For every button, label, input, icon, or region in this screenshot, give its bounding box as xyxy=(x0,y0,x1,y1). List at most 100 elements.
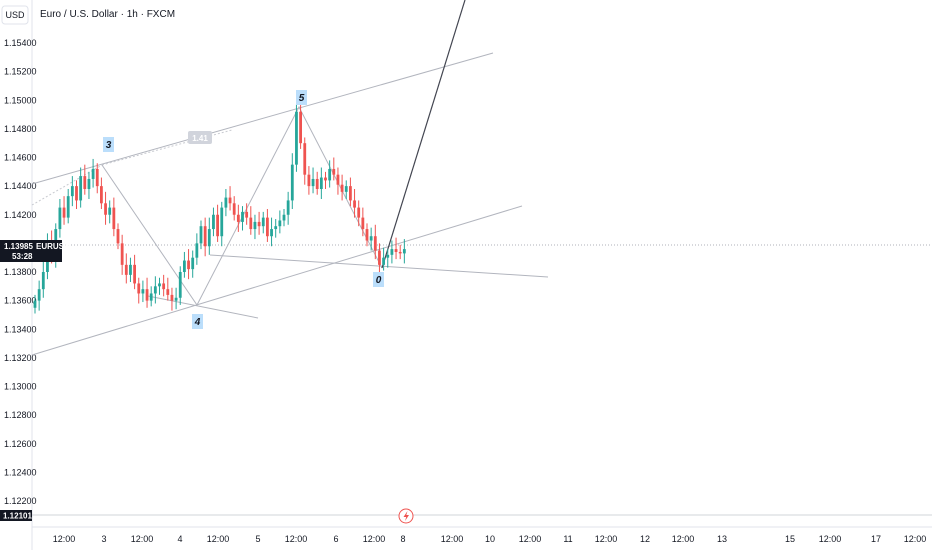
candle xyxy=(299,101,302,149)
candle xyxy=(311,167,315,194)
candle xyxy=(282,209,286,227)
candle xyxy=(178,266,182,305)
wave-labels: 3 4 5 0 xyxy=(103,90,384,329)
candle xyxy=(307,166,311,195)
fib-dotted-line xyxy=(31,164,103,206)
candle xyxy=(278,210,282,234)
wave-label-0: 0 xyxy=(376,275,382,286)
candle xyxy=(158,277,161,295)
wave-label-5-bg xyxy=(296,90,307,105)
x-tick-label: 15 xyxy=(785,534,795,544)
x-tick-label: 12:00 xyxy=(441,534,464,544)
x-tick-label: 12:00 xyxy=(595,534,618,544)
candle xyxy=(137,277,141,304)
candle xyxy=(257,211,261,235)
x-tick-label: 8 xyxy=(400,534,405,544)
candle xyxy=(373,224,377,260)
candle xyxy=(112,197,116,237)
candle xyxy=(33,294,37,314)
y-tick-label: 1.15000 xyxy=(4,95,37,105)
y-tick-label: 1.15200 xyxy=(4,67,37,77)
candle xyxy=(249,206,253,235)
candle xyxy=(295,104,298,172)
x-tick-label: 5 xyxy=(255,534,260,544)
wave-label-4: 4 xyxy=(194,317,201,328)
candle xyxy=(344,180,348,200)
candle xyxy=(253,214,257,240)
candle xyxy=(361,207,365,237)
fib-dotted-line-2 xyxy=(101,129,233,166)
candle xyxy=(228,186,232,211)
candle xyxy=(398,244,402,260)
candle xyxy=(315,171,319,195)
drawings xyxy=(31,0,549,356)
candle xyxy=(199,220,203,250)
candle xyxy=(108,200,112,224)
x-tick-label: 3 xyxy=(101,534,106,544)
candle xyxy=(95,163,99,194)
x-tick-label: 6 xyxy=(333,534,338,544)
price-tag-countdown: 53:28 xyxy=(12,252,33,261)
candle xyxy=(394,237,398,260)
wave-label-0-bg xyxy=(373,272,384,287)
bottom-price-tag-label: 1.12101 xyxy=(3,512,32,521)
y-tick-label: 1.13600 xyxy=(4,296,37,306)
candle xyxy=(353,188,356,218)
candle xyxy=(100,177,103,210)
chart-frame xyxy=(31,0,932,550)
candle xyxy=(83,164,87,195)
x-tick-label: 12:00 xyxy=(131,534,154,544)
x-tick-label: 10 xyxy=(485,534,495,544)
candle xyxy=(170,287,174,311)
y-tick-label: 1.13400 xyxy=(4,324,37,334)
candle xyxy=(357,200,361,227)
lightning-icon[interactable] xyxy=(398,508,414,524)
x-axis: 12:00 3 12:00 4 12:00 5 12:00 6 12:00 8 12:00 10 12:… xyxy=(53,534,927,544)
candle xyxy=(274,219,278,238)
channel-lower-line xyxy=(31,205,523,356)
x-tick-label: 11 xyxy=(563,534,572,544)
x-tick-label: 12:00 xyxy=(53,534,76,544)
bottom-price-tag: 1.12101 xyxy=(0,510,32,521)
candle xyxy=(129,257,132,283)
candle xyxy=(58,199,62,238)
fib-label: 1.41 xyxy=(192,134,208,143)
candle xyxy=(212,207,215,237)
candle xyxy=(332,157,336,181)
candle xyxy=(203,217,207,257)
candle xyxy=(378,243,381,272)
candle xyxy=(386,249,390,268)
candle xyxy=(324,171,327,189)
candle xyxy=(104,191,107,225)
x-tick-label: 12:00 xyxy=(207,534,230,544)
y-tick-label: 1.12800 xyxy=(4,410,37,420)
candle xyxy=(290,153,294,210)
y-axis: 1.15400 1.15200 1.15000 1.14800 1.14600 1.144… xyxy=(4,38,37,506)
y-tick-label: 1.13000 xyxy=(4,382,37,392)
currency-label: USD xyxy=(5,10,25,20)
candle xyxy=(162,274,166,297)
candle xyxy=(174,287,178,310)
candle xyxy=(75,180,78,210)
candle xyxy=(145,277,149,308)
candle xyxy=(187,249,190,280)
candle xyxy=(195,233,199,265)
wave-label-4-bg xyxy=(192,314,203,329)
wave-label-3: 3 xyxy=(106,140,112,151)
projection-line xyxy=(381,0,466,269)
candle xyxy=(141,280,145,303)
candle xyxy=(336,167,340,195)
candle xyxy=(87,171,91,200)
candle xyxy=(261,211,265,234)
y-tick-label: 1.13200 xyxy=(4,353,37,363)
channel-upper-line xyxy=(31,52,494,185)
x-tick-label: 12:00 xyxy=(363,534,386,544)
x-tick-label: 13 xyxy=(717,534,727,544)
x-tick-label: 4 xyxy=(177,534,182,544)
candles xyxy=(33,101,406,314)
candle xyxy=(41,260,45,298)
y-tick-label: 1.14800 xyxy=(4,124,37,134)
currency-box[interactable] xyxy=(1,5,29,25)
wave-label-3-bg xyxy=(103,137,114,152)
